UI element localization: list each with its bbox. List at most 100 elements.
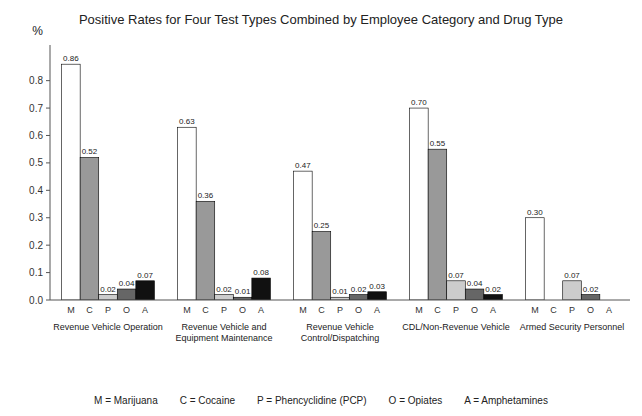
legend-entry: P = Phencyclidine (PCP) <box>257 395 367 406</box>
series-letter: A <box>490 305 496 315</box>
bar <box>117 289 136 300</box>
series-letter: P <box>105 305 111 315</box>
category-label: Revenue Vehicle Operation <box>53 322 163 332</box>
data-label: 0.02 <box>351 285 367 294</box>
category-label: CDL/Non-Revenue Vehicle <box>402 322 510 332</box>
series-letter: A <box>606 305 612 315</box>
bar <box>465 289 484 300</box>
y-tick-label: 0.5 <box>29 157 43 168</box>
series-letter: P <box>453 305 459 315</box>
y-axis-label: % <box>32 24 43 38</box>
series-letter: A <box>374 305 380 315</box>
data-label: 0.86 <box>63 54 79 63</box>
series-letter: M <box>299 305 307 315</box>
bar <box>563 281 582 300</box>
y-tick <box>46 162 50 163</box>
data-label: 0.03 <box>369 282 385 291</box>
series-letter: O <box>239 305 246 315</box>
bar <box>196 201 215 300</box>
data-label: 0.04 <box>119 279 135 288</box>
legend-entry: O = Opiates <box>389 395 443 406</box>
series-letter: M <box>415 305 423 315</box>
series-letter: O <box>355 305 362 315</box>
bar <box>178 127 197 300</box>
data-label: 0.55 <box>430 139 446 148</box>
series-letter: O <box>123 305 130 315</box>
y-tick <box>46 272 50 273</box>
y-axis-line <box>50 45 51 300</box>
series-letter: C <box>434 305 441 315</box>
series-letter: A <box>258 305 264 315</box>
series-letter: M <box>67 305 75 315</box>
series-letter: O <box>471 305 478 315</box>
y-tick-label: 0.4 <box>29 185 43 196</box>
bar <box>368 292 387 300</box>
bar <box>349 295 368 300</box>
series-letter: P <box>337 305 343 315</box>
bar <box>215 295 234 300</box>
bar <box>99 295 118 300</box>
bar <box>80 157 99 300</box>
category-label: Revenue VehicleControl/Dispatching <box>301 322 380 343</box>
series-letter: O <box>587 305 594 315</box>
bar <box>294 171 313 300</box>
y-tick-label: 0.1 <box>29 267 43 278</box>
data-label: 0.02 <box>583 285 599 294</box>
bar <box>581 295 600 300</box>
series-letter: C <box>86 305 93 315</box>
data-label: 0.01 <box>235 287 251 296</box>
bar <box>62 64 81 300</box>
data-label: 0.07 <box>564 271 580 280</box>
bar <box>526 218 545 300</box>
data-label: 0.70 <box>411 98 427 107</box>
y-tick <box>46 217 50 218</box>
data-label: 0.36 <box>198 191 214 200</box>
series-letter: A <box>142 305 148 315</box>
y-tick <box>46 190 50 191</box>
data-label: 0.07 <box>137 271 153 280</box>
x-axis-line <box>50 300 630 301</box>
series-letter: C <box>202 305 209 315</box>
series-letter: M <box>183 305 191 315</box>
series-letter: P <box>221 305 227 315</box>
series-letter: P <box>569 305 575 315</box>
bars <box>62 64 600 300</box>
y-tick-label: 0.7 <box>29 103 43 114</box>
legend-entry: M = Marijuana <box>94 395 158 406</box>
y-tick-label: 0.3 <box>29 212 43 223</box>
data-label: 0.01 <box>332 287 348 296</box>
bar <box>410 108 429 300</box>
data-label: 0.02 <box>485 285 501 294</box>
data-label: 0.47 <box>295 161 311 170</box>
category-label: Armed Security Personnel <box>520 322 625 332</box>
bar <box>428 149 447 300</box>
data-label: 0.25 <box>314 221 330 230</box>
y-tick-label: 0.6 <box>29 130 43 141</box>
data-label: 0.02 <box>216 285 232 294</box>
y-tick <box>46 245 50 246</box>
data-label: 0.52 <box>82 147 98 156</box>
bar <box>252 278 271 300</box>
data-label: 0.07 <box>448 271 464 280</box>
data-label: 0.04 <box>467 279 483 288</box>
series-letter: M <box>531 305 539 315</box>
y-tick-label: 0.2 <box>29 240 43 251</box>
data-label: 0.02 <box>100 285 116 294</box>
category-label: Revenue Vehicle andEquipment Maintenance <box>175 322 272 343</box>
bar <box>312 231 331 300</box>
y-tick <box>46 80 50 81</box>
y-tick-label: 0.0 <box>29 295 43 306</box>
series-letter: C <box>318 305 325 315</box>
title: Positive Rates for Four Test Types Combi… <box>79 12 563 27</box>
bar <box>447 281 466 300</box>
bar <box>484 295 503 300</box>
chart: Positive Rates for Four Test Types Combi… <box>0 0 642 416</box>
y-tick <box>46 108 50 109</box>
y-tick <box>46 300 50 301</box>
data-label: 0.08 <box>253 268 269 277</box>
y-tick-label: 0.8 <box>29 75 43 86</box>
data-label: 0.63 <box>179 117 195 126</box>
legend-entry: A = Amphetamines <box>464 395 548 406</box>
legend-entry: C = Cocaine <box>180 395 236 406</box>
series-letter: C <box>550 305 557 315</box>
